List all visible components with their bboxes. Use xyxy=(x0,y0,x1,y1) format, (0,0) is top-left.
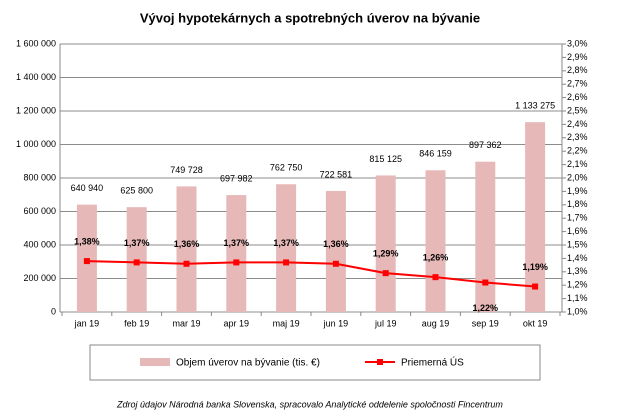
y2-tick-label: 1,9% xyxy=(567,186,588,196)
y2-tick-label: 1,2% xyxy=(567,280,588,290)
bar-value-label: 1 133 275 xyxy=(515,101,555,111)
x-tick-label: maj 19 xyxy=(273,318,300,328)
legend-box xyxy=(89,344,541,381)
line-marker xyxy=(233,259,240,266)
legend-label: Objem úverov na bývanie (tis. €) xyxy=(176,358,320,369)
y2-tick-label: 2,0% xyxy=(567,172,588,182)
line-marker xyxy=(432,274,439,281)
bar xyxy=(375,175,396,312)
line-value-label: 1,37% xyxy=(273,238,299,248)
y-tick-label: 0 xyxy=(51,306,56,316)
bar-value-label: 625 800 xyxy=(120,186,153,196)
bar xyxy=(325,190,346,312)
y2-tick-label: 1,5% xyxy=(567,239,588,249)
line-marker xyxy=(133,259,140,266)
y2-tick-label: 3,0% xyxy=(567,38,588,48)
bar-value-label: 697 982 xyxy=(220,173,253,183)
x-tick-label: jun 19 xyxy=(323,318,349,328)
y2-tick-label: 1,7% xyxy=(567,213,588,223)
line-value-label: 1,22% xyxy=(473,303,499,313)
y-tick-label: 1 000 000 xyxy=(16,139,56,149)
chart-title: Vývoj hypotekárnych a spotrebných úverov… xyxy=(140,10,480,25)
y2-tick-label: 2,1% xyxy=(567,159,588,169)
line-value-label: 1,36% xyxy=(174,239,200,249)
x-tick-label: aug 19 xyxy=(422,318,450,328)
bar-value-label: 815 125 xyxy=(369,154,402,164)
y-tick-label: 600 000 xyxy=(23,206,56,216)
bar xyxy=(475,161,496,312)
legend-label: Priemerná ÚS xyxy=(401,356,464,369)
x-tick-label: apr 19 xyxy=(224,318,250,328)
bar-value-label: 846 159 xyxy=(419,149,452,159)
line-marker xyxy=(183,260,190,267)
x-tick-label: okt 19 xyxy=(523,318,548,328)
y2-tick-label: 2,6% xyxy=(567,92,588,102)
bar-value-label: 722 581 xyxy=(320,169,353,179)
legend-swatch xyxy=(140,358,170,366)
y2-tick-label: 1,1% xyxy=(567,293,588,303)
y2-tick-label: 2,3% xyxy=(567,132,588,142)
legend-swatch xyxy=(377,359,383,365)
bar xyxy=(525,122,546,312)
y2-tick-label: 2,2% xyxy=(567,146,588,156)
x-tick-label: jul 19 xyxy=(374,318,397,328)
line-value-label: 1,37% xyxy=(224,238,250,248)
y2-tick-label: 1,3% xyxy=(567,266,588,276)
y-tick-label: 1 200 000 xyxy=(16,105,56,115)
line-value-label: 1,26% xyxy=(423,253,449,263)
bar xyxy=(425,170,446,312)
bar-value-label: 749 728 xyxy=(170,165,203,175)
bar xyxy=(176,186,197,312)
y2-tick-label: 2,4% xyxy=(567,119,588,129)
line xyxy=(86,260,536,288)
line-value-label: 1,37% xyxy=(124,238,150,248)
line-value-label: 1,19% xyxy=(522,262,548,272)
x-tick-label: mar 19 xyxy=(172,318,200,328)
line-marker xyxy=(283,259,290,266)
line-marker xyxy=(83,258,90,265)
y-tick-label: 200 000 xyxy=(23,273,56,283)
y2-tick-label: 2,5% xyxy=(567,105,588,115)
bar xyxy=(276,184,297,312)
y-tick-label: 800 000 xyxy=(23,172,56,182)
y2-tick-label: 1,4% xyxy=(567,253,588,263)
x-tick-label: sep 19 xyxy=(472,318,499,328)
line-marker xyxy=(332,260,339,267)
bar-value-label: 762 750 xyxy=(270,163,303,173)
line-value-label: 1,29% xyxy=(373,249,399,259)
y-tick-label: 400 000 xyxy=(23,239,56,249)
y2-tick-label: 2,7% xyxy=(567,79,588,89)
line-marker xyxy=(482,279,489,286)
x-tick-label: feb 19 xyxy=(124,318,149,328)
bar xyxy=(226,195,247,312)
y2-tick-label: 1,0% xyxy=(567,306,588,316)
x-tick-label: jan 19 xyxy=(74,318,100,328)
y-tick-label: 1 600 000 xyxy=(16,38,56,48)
y-tick-label: 1 400 000 xyxy=(16,72,56,82)
line-marker xyxy=(382,270,389,277)
y2-tick-label: 1,8% xyxy=(567,199,588,209)
y2-tick-label: 2,9% xyxy=(567,52,588,62)
line-value-label: 1,36% xyxy=(323,239,349,249)
bar-value-label: 897 362 xyxy=(469,140,502,150)
line-value-label: 1,38% xyxy=(74,236,100,246)
bar-value-label: 640 940 xyxy=(71,183,104,193)
line-marker xyxy=(532,283,539,290)
y2-tick-label: 1,6% xyxy=(567,226,588,236)
source-note: Zdroj údajov Národná banka Slovenska, sp… xyxy=(116,399,503,409)
y2-tick-label: 2,8% xyxy=(567,65,588,75)
